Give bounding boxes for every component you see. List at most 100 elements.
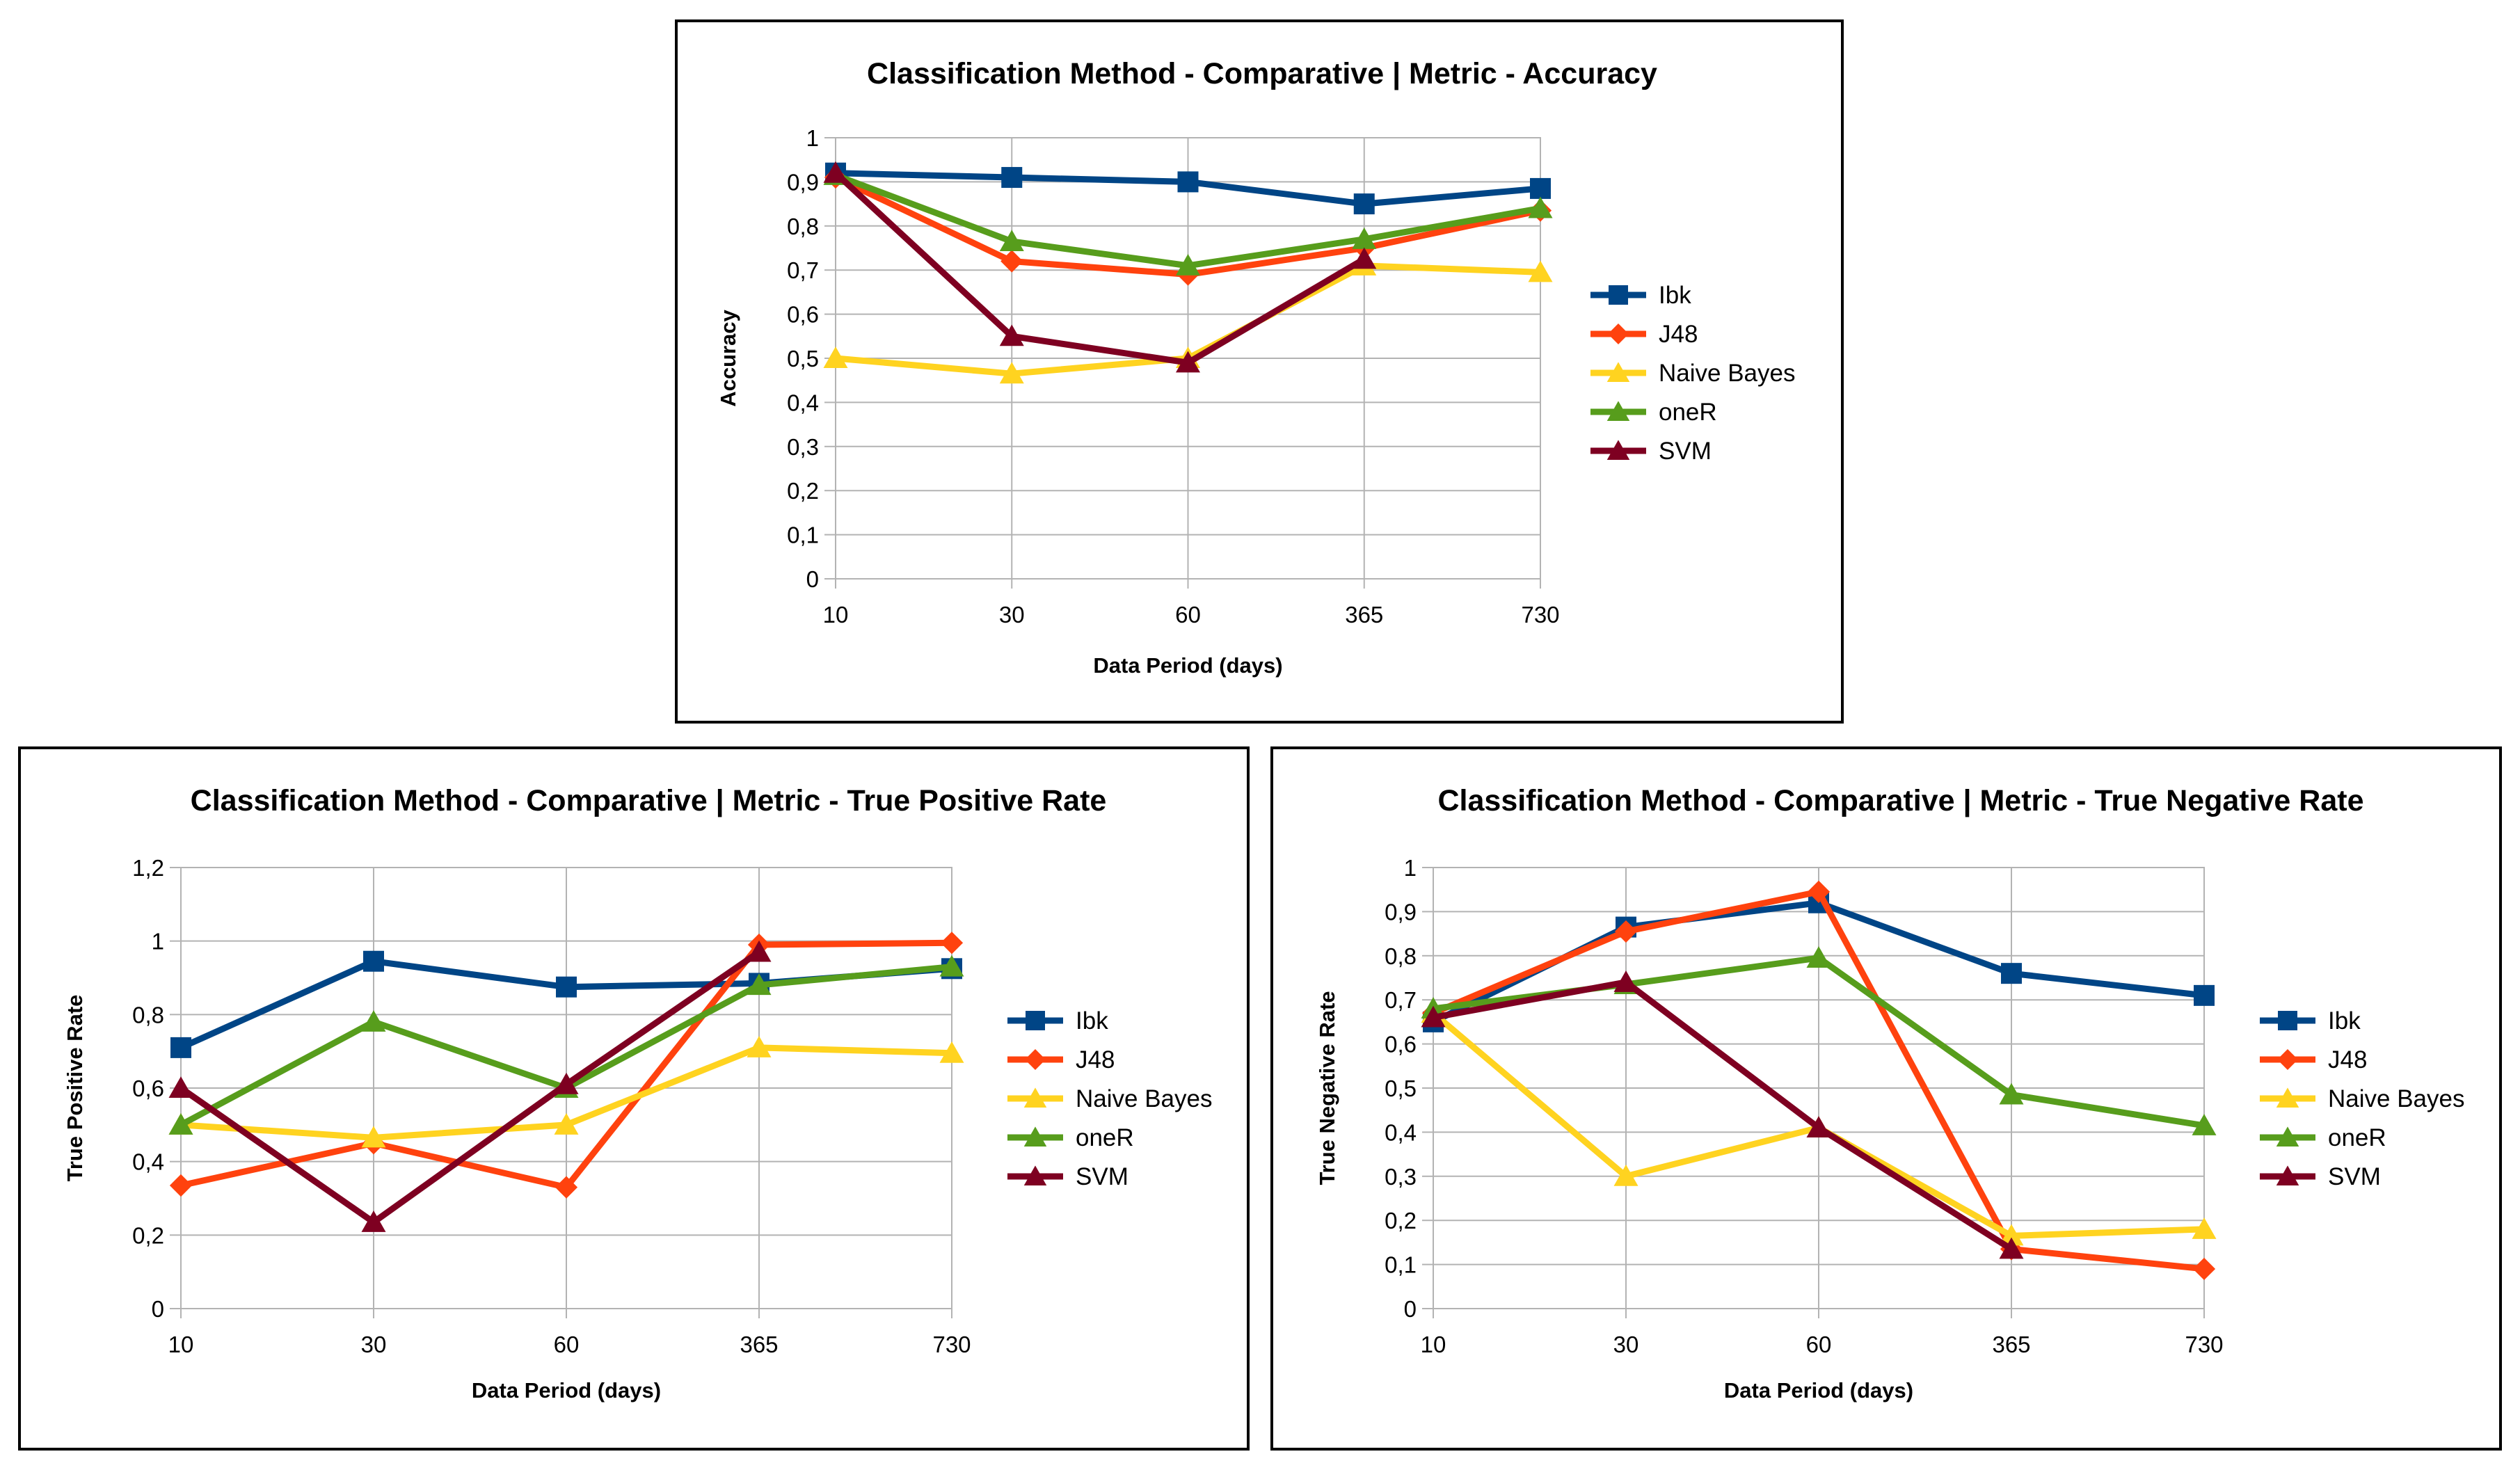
true-positive-rate-chart-panel: Classification Method - Comparative | Me… (18, 746, 1250, 1451)
data-point-j48 (2192, 1257, 2216, 1281)
data-point-j48 (940, 932, 964, 954)
y-tick-label: 0 (1404, 1296, 1417, 1322)
x-tick-label: 30 (999, 602, 1025, 628)
legend-label: Naive Bayes (1076, 1085, 1212, 1112)
data-point-j48 (169, 1174, 193, 1197)
legend-entry-j48: J48 (1007, 1046, 1115, 1073)
data-point-oner (168, 1113, 193, 1135)
legend-label: J48 (1659, 321, 1698, 348)
y-tick-label: 0,5 (1385, 1076, 1417, 1101)
data-point-oner (1528, 196, 1553, 218)
data-point-ibk (556, 976, 577, 998)
data-point-svm (823, 161, 848, 183)
legend-label: Naive Bayes (2328, 1085, 2464, 1112)
data-point-ibk (1177, 171, 1199, 193)
data-point-ibk (1530, 177, 1551, 199)
legend-swatch-marker (1606, 401, 1630, 421)
legend-swatch-marker (2276, 1126, 2299, 1147)
y-tick-label: 0,7 (787, 257, 819, 283)
legend-swatch-marker (1606, 440, 1630, 460)
legend-swatch-marker (2277, 1049, 2298, 1070)
data-point-ibk (170, 1037, 191, 1058)
x-tick-label: 30 (1613, 1332, 1639, 1357)
legend-swatch-marker (2276, 1087, 2299, 1108)
data-point-j48 (1807, 880, 1831, 903)
series-naive-bayes (168, 1036, 964, 1148)
data-point-oner (939, 954, 964, 977)
chart-title: Classification Method - Comparative | Me… (867, 57, 1657, 90)
data-point-oner (2192, 1114, 2217, 1135)
legend-swatch-marker (1023, 1087, 1047, 1108)
legend-entry-j48: J48 (2260, 1046, 2367, 1073)
legend-label: Naive Bayes (1659, 360, 1795, 387)
data-point-naive-bayes (747, 1036, 772, 1057)
accuracy-chart: Classification Method - Comparative | Me… (716, 57, 1795, 678)
series-line-svm (177, 949, 763, 1226)
x-tick-label: 60 (554, 1332, 580, 1357)
y-axis-label: True Negative Rate (1315, 991, 1339, 1185)
y-tick-label: 0,6 (1385, 1032, 1417, 1057)
y-tick-label: 1 (152, 929, 164, 954)
y-tick-label: 1 (1404, 855, 1417, 881)
x-tick-label: 730 (1521, 602, 1559, 628)
y-tick-label: 0,7 (1385, 987, 1417, 1013)
data-point-j48 (1614, 920, 1638, 943)
y-tick-label: 0,4 (132, 1149, 164, 1175)
legend-entry-oner: oneR (1590, 399, 1717, 426)
data-point-naive-bayes (999, 362, 1024, 384)
legend-label: SVM (1659, 438, 1712, 465)
x-tick-label: 365 (1345, 602, 1383, 628)
y-tick-label: 0,2 (132, 1222, 164, 1248)
y-tick-label: 0 (806, 566, 819, 592)
y-tick-label: 0,8 (132, 1002, 164, 1028)
x-tick-label: 10 (823, 602, 849, 628)
data-point-ibk (2194, 984, 2215, 1006)
data-point-svm (1999, 1237, 2024, 1259)
y-tick-label: 0,2 (787, 478, 819, 504)
legend-swatch-marker (1608, 323, 1629, 344)
true-negative-rate-chart: Classification Method - Comparative | Me… (1315, 784, 2464, 1403)
data-point-svm (554, 1072, 579, 1094)
data-point-oner (747, 973, 772, 996)
legend-swatch-marker (1026, 1011, 1045, 1030)
legend-swatch-marker (1025, 1049, 1046, 1070)
legend-swatch-marker (2278, 1011, 2297, 1030)
legend-entry-ibk: Ibk (1007, 1007, 1108, 1034)
data-point-svm (747, 940, 772, 962)
legend-entry-svm: SVM (1007, 1163, 1129, 1190)
x-tick-label: 10 (168, 1332, 194, 1357)
legend-swatch-marker (1609, 285, 1628, 305)
legend-entry-oner: oneR (2260, 1124, 2386, 1151)
y-tick-label: 0,4 (787, 390, 819, 415)
data-point-ibk (2001, 963, 2022, 984)
series-svm (1421, 970, 2024, 1259)
x-tick-label: 365 (740, 1332, 778, 1357)
legend-entry-j48: J48 (1590, 321, 1698, 348)
data-point-oner (1176, 254, 1200, 275)
accuracy-chart-panel: Classification Method - Comparative | Me… (675, 19, 1844, 724)
legend-entry-svm: SVM (2260, 1163, 2381, 1190)
legend-label: J48 (2328, 1046, 2367, 1073)
y-tick-label: 0 (152, 1296, 164, 1322)
series-line-svm (1430, 979, 2015, 1252)
legend-label: oneR (1076, 1124, 1134, 1151)
x-axis-label: Data Period (days) (1093, 653, 1282, 678)
y-tick-label: 0,4 (1385, 1119, 1417, 1145)
legend-swatch-marker (1023, 1165, 1047, 1185)
legend-entry-ibk: Ibk (1590, 282, 1691, 309)
y-tick-label: 0,3 (1385, 1164, 1417, 1190)
legend-label: Ibk (1659, 282, 1691, 309)
y-axis-label: Accuracy (716, 309, 740, 406)
y-tick-label: 0,6 (787, 302, 819, 328)
y-tick-label: 0,1 (787, 522, 819, 548)
x-axis-label: Data Period (days) (472, 1378, 661, 1403)
legend-label: J48 (1076, 1046, 1115, 1073)
data-point-naive-bayes (939, 1041, 964, 1063)
data-point-ibk (363, 950, 384, 972)
legend-entry-naive-bayes: Naive Bayes (1590, 360, 1795, 387)
series-svm (168, 940, 772, 1232)
series-svm (823, 161, 1377, 373)
data-point-oner (1999, 1082, 2024, 1105)
data-point-ibk (1001, 167, 1023, 189)
legend-entry-svm: SVM (1590, 438, 1712, 465)
